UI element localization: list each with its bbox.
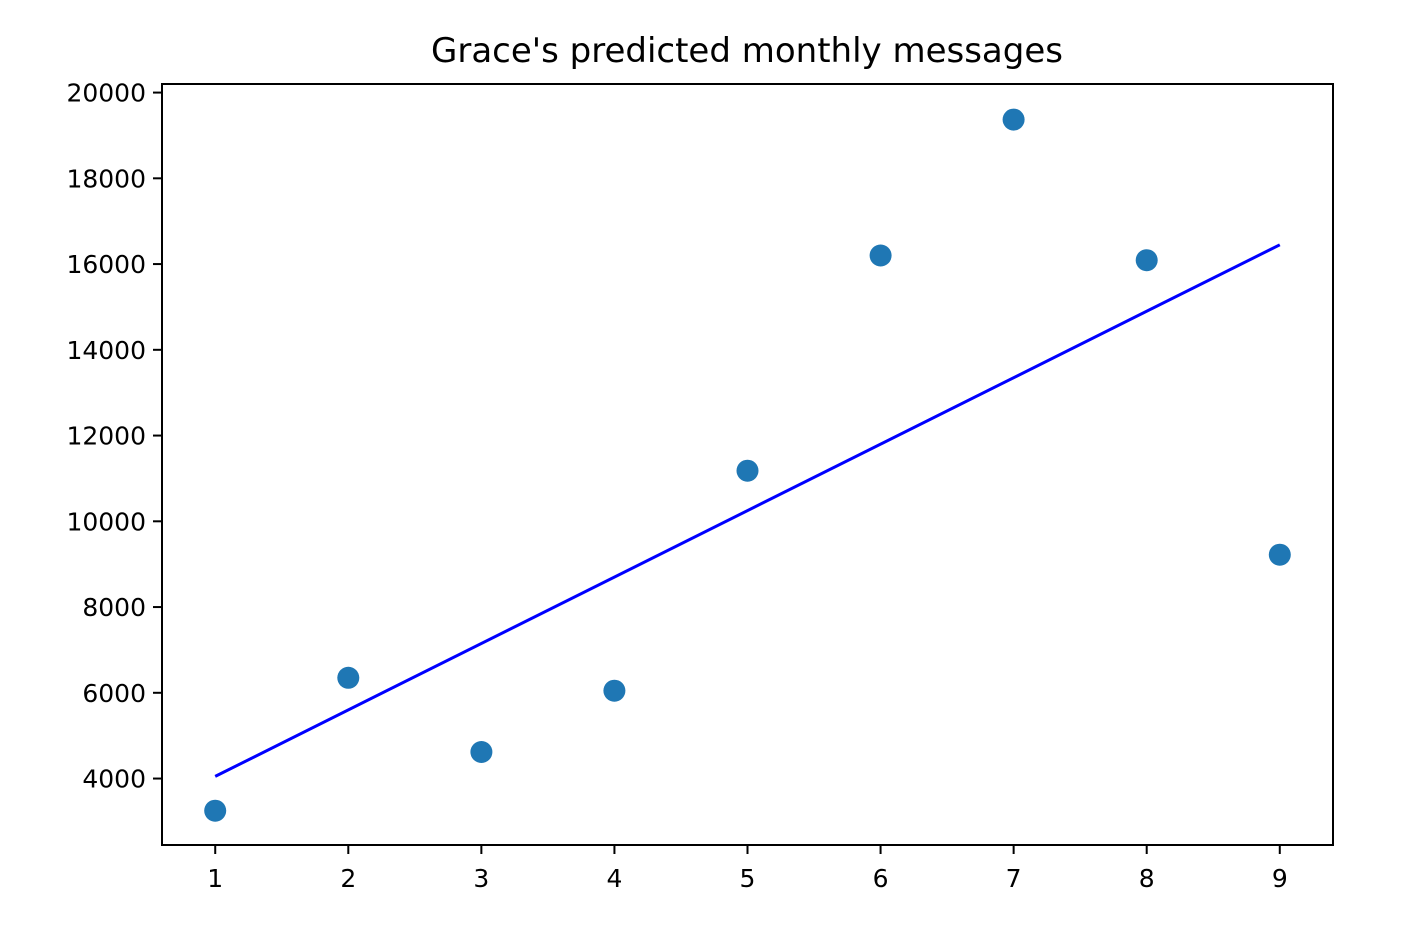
chart-title: Grace's predicted monthly messages <box>431 31 1063 71</box>
x-tick-label: 3 <box>473 864 489 893</box>
x-axis: 1 2 3 4 5 6 7 8 9 <box>207 845 1288 893</box>
y-tick-label: 14000 <box>66 336 146 365</box>
scatter-point <box>337 666 360 689</box>
y-tick-label: 6000 <box>82 679 146 708</box>
scatter-point <box>1135 249 1158 272</box>
x-tick-label: 7 <box>1006 864 1022 893</box>
y-tick-label: 4000 <box>82 765 146 794</box>
trend-line <box>214 243 1281 778</box>
y-tick-label: 10000 <box>66 507 146 536</box>
x-tick-label: 5 <box>740 864 756 893</box>
scatter-point <box>869 244 892 267</box>
scatter-point <box>603 679 626 702</box>
x-tick-label: 6 <box>873 864 889 893</box>
y-tick-label: 16000 <box>66 250 146 279</box>
y-axis: 4000 6000 8000 10000 12000 14000 16000 18000 200… <box>66 79 162 794</box>
scatter-point <box>470 741 493 763</box>
scatter-point <box>204 799 227 822</box>
x-tick-label: 4 <box>606 864 622 893</box>
y-tick-label: 18000 <box>66 164 146 193</box>
x-tick-label: 9 <box>1272 864 1288 893</box>
x-tick-label: 1 <box>207 864 223 893</box>
y-tick-label: 20000 <box>66 79 146 108</box>
scatter-point <box>1002 108 1025 131</box>
x-tick-label: 2 <box>340 864 356 893</box>
y-tick-label: 12000 <box>66 422 146 451</box>
y-tick-label: 8000 <box>82 593 146 622</box>
plot-area <box>204 108 1291 822</box>
scatter-point <box>736 459 759 482</box>
x-tick-label: 8 <box>1139 864 1155 893</box>
scatter-point <box>1268 543 1291 566</box>
